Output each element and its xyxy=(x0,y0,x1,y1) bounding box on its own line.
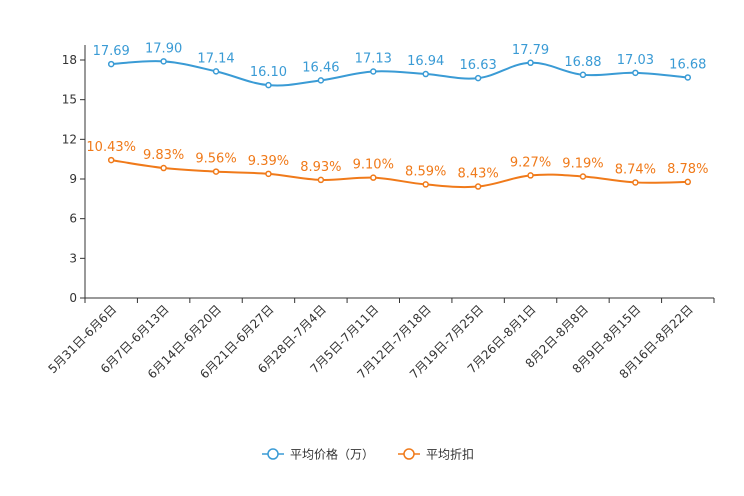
legend-label: 平均价格（万） xyxy=(290,447,374,462)
series-0-data-label: 17.14 xyxy=(197,51,234,66)
series-0-data-label: 17.90 xyxy=(145,41,182,56)
series-0-point[interactable] xyxy=(684,74,692,81)
series-0-point[interactable] xyxy=(579,71,587,79)
series-0-data-label: 16.68 xyxy=(669,57,706,72)
series-1-data-label: 9.10% xyxy=(353,158,394,173)
series-1-point[interactable] xyxy=(370,174,377,181)
series-1-line xyxy=(111,159,688,189)
series-0-data-label: 17.03 xyxy=(617,53,654,68)
y-tick-label: 0 xyxy=(69,291,77,305)
legend-label: 平均折扣 xyxy=(426,447,474,462)
series-0-data-label: 16.10 xyxy=(250,65,287,80)
series-1-point[interactable] xyxy=(684,178,692,186)
series-1-data-label: 9.83% xyxy=(143,148,184,163)
y-tick-label: 15 xyxy=(62,93,77,107)
series-1-data-label: 9.39% xyxy=(248,154,289,169)
series-0-point[interactable] xyxy=(107,60,115,68)
series-0-point[interactable] xyxy=(527,59,534,67)
x-axis: 5月31日-6月6日6月7日-6月13日6月14日-6月20日6月21日-6月2… xyxy=(45,297,715,382)
series-1-point[interactable] xyxy=(579,173,587,180)
series-1-point[interactable] xyxy=(317,176,325,184)
series-1-point[interactable] xyxy=(212,168,220,175)
series-0: 17.69 17.90 17.14 16.10 16.46 17.13 16.94 16.63… xyxy=(93,41,706,89)
y-tick-label: 3 xyxy=(69,251,77,265)
series-0-data-label: 17.79 xyxy=(512,43,549,58)
y-axis: 0 3 6 9 12 15 18 xyxy=(62,45,86,305)
series-1-point[interactable] xyxy=(632,179,639,186)
series-0-point[interactable] xyxy=(370,68,377,75)
series-1-data-label: 9.56% xyxy=(195,152,236,167)
series-1-data-label: 10.43% xyxy=(86,140,136,155)
y-tick-label: 12 xyxy=(62,132,77,146)
legend-item-1[interactable]: 平均折扣 xyxy=(398,447,474,462)
series-0-data-label: 16.94 xyxy=(407,54,444,69)
series-0-point[interactable] xyxy=(212,68,220,75)
series-0-data-label: 16.46 xyxy=(302,60,339,75)
series-0-point[interactable] xyxy=(422,70,429,78)
series-0-data-label: 16.63 xyxy=(460,58,497,73)
series-layer: 17.69 17.90 17.14 16.10 16.46 17.13 16.94 16.63… xyxy=(86,41,708,190)
series-0-point[interactable] xyxy=(632,69,639,77)
series-1: 10.43% 9.83% 9.56% 9.39% 8.93% 9.10% 8.59% 8.43… xyxy=(86,140,708,190)
series-1-point[interactable] xyxy=(107,156,115,164)
series-0-point[interactable] xyxy=(474,74,482,82)
series-1-data-label: 8.74% xyxy=(615,162,656,177)
series-1-data-label: 8.43% xyxy=(457,167,498,182)
series-1-point[interactable] xyxy=(422,181,429,188)
series-0-point[interactable] xyxy=(160,58,167,65)
legend[interactable]: 平均价格（万） 平均折扣 xyxy=(262,447,474,462)
series-1-point[interactable] xyxy=(527,172,534,179)
series-1-point[interactable] xyxy=(265,170,272,178)
legend-item-0[interactable]: 平均价格（万） xyxy=(262,447,374,462)
series-1-data-label: 8.93% xyxy=(300,160,341,175)
series-0-line xyxy=(111,60,688,87)
series-0-data-label: 17.13 xyxy=(355,52,392,67)
y-tick-label: 6 xyxy=(69,212,77,226)
y-tick-label: 9 xyxy=(69,172,77,186)
series-1-data-label: 9.19% xyxy=(562,156,603,171)
series-1-data-label: 9.27% xyxy=(510,155,551,170)
y-tick-label: 18 xyxy=(62,53,77,67)
series-0-data-label: 16.88 xyxy=(564,55,601,70)
series-0-point[interactable] xyxy=(265,81,272,89)
series-0-data-label: 17.69 xyxy=(93,44,130,59)
series-1-data-label: 8.59% xyxy=(405,164,446,179)
series-1-data-label: 8.78% xyxy=(667,162,708,177)
series-1-point[interactable] xyxy=(474,183,482,190)
series-0-point[interactable] xyxy=(317,77,325,84)
legend-marker-icon xyxy=(403,448,415,460)
legend-marker-icon xyxy=(267,448,279,460)
series-1-point[interactable] xyxy=(160,164,167,172)
